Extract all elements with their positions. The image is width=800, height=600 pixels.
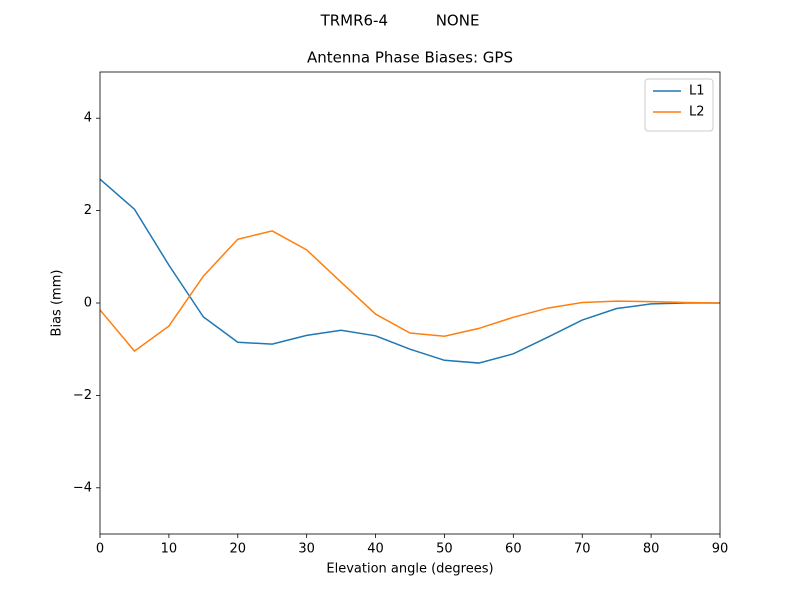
x-tick-label: 40 — [367, 542, 384, 557]
legend-label: L2 — [689, 105, 705, 120]
chart-title: Antenna Phase Biases: GPS — [307, 49, 513, 67]
x-tick-label: 90 — [712, 542, 729, 557]
x-tick-label: 30 — [298, 542, 315, 557]
x-tick-label: 60 — [505, 542, 522, 557]
x-tick-label: 20 — [230, 542, 247, 557]
x-axis-label: Elevation angle (degrees) — [326, 562, 493, 577]
x-tick-label: 80 — [643, 542, 660, 557]
legend-box — [644, 78, 714, 132]
x-tick-label: 10 — [161, 542, 178, 557]
y-tick-label: 0 — [84, 296, 92, 311]
plot-frame — [99, 71, 721, 535]
legend-label: L1 — [689, 84, 705, 99]
x-tick-label: 70 — [574, 542, 591, 557]
x-tick-label: 50 — [436, 542, 453, 557]
line-series — [99, 178, 720, 364]
line-series — [99, 230, 721, 353]
y-tick-label: −4 — [73, 480, 92, 495]
y-tick-label: 2 — [84, 203, 92, 218]
suptitle: TRMR6-4 NONE — [320, 12, 480, 30]
y-tick-label: −2 — [73, 388, 92, 403]
y-axis-label: Bias (mm) — [50, 270, 65, 337]
x-tick-label: 0 — [96, 542, 104, 557]
y-tick-label: 4 — [84, 111, 92, 126]
